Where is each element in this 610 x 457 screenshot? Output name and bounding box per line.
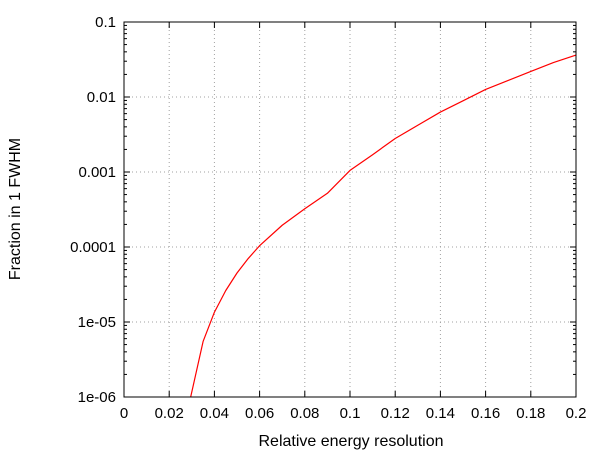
x-tick-label: 0.04 bbox=[200, 405, 229, 422]
ticks bbox=[123, 21, 577, 398]
series-line bbox=[190, 54, 577, 398]
x-tick-label: 0.1 bbox=[340, 405, 361, 422]
x-tick-label: 0.2 bbox=[566, 405, 587, 422]
x-tick-labels: 0 0.02 0.04 0.06 0.08 0.1 0.12 0.14 0.16 0.18 0.2 bbox=[120, 405, 587, 422]
y-tick-label: 0.001 bbox=[78, 164, 116, 181]
x-tick-label: 0.02 bbox=[155, 405, 184, 422]
y-tick-labels: 1e-06 1e-05 0.0001 0.001 0.01 0.1 bbox=[70, 14, 116, 406]
x-tick-label: 0.08 bbox=[290, 405, 319, 422]
x-tick-label: 0.12 bbox=[381, 405, 410, 422]
x-tick-label: 0.06 bbox=[245, 405, 274, 422]
x-tick-label: 0.16 bbox=[471, 405, 500, 422]
y-tick-label: 0.1 bbox=[95, 14, 116, 31]
x-tick-label: 0.18 bbox=[516, 405, 545, 422]
x-axis-label: Relative energy resolution bbox=[259, 433, 444, 450]
x-tick-label: 0.14 bbox=[426, 405, 455, 422]
grid bbox=[124, 22, 576, 397]
x-tick-label: 0 bbox=[120, 405, 128, 422]
y-tick-label: 0.01 bbox=[87, 89, 116, 106]
y-axis-label: Fraction in 1 FWHM bbox=[7, 138, 24, 280]
y-tick-label: 1e-06 bbox=[78, 389, 116, 406]
y-tick-label: 1e-05 bbox=[78, 314, 116, 331]
series-layer bbox=[190, 54, 577, 398]
y-tick-label: 0.0001 bbox=[70, 239, 116, 256]
